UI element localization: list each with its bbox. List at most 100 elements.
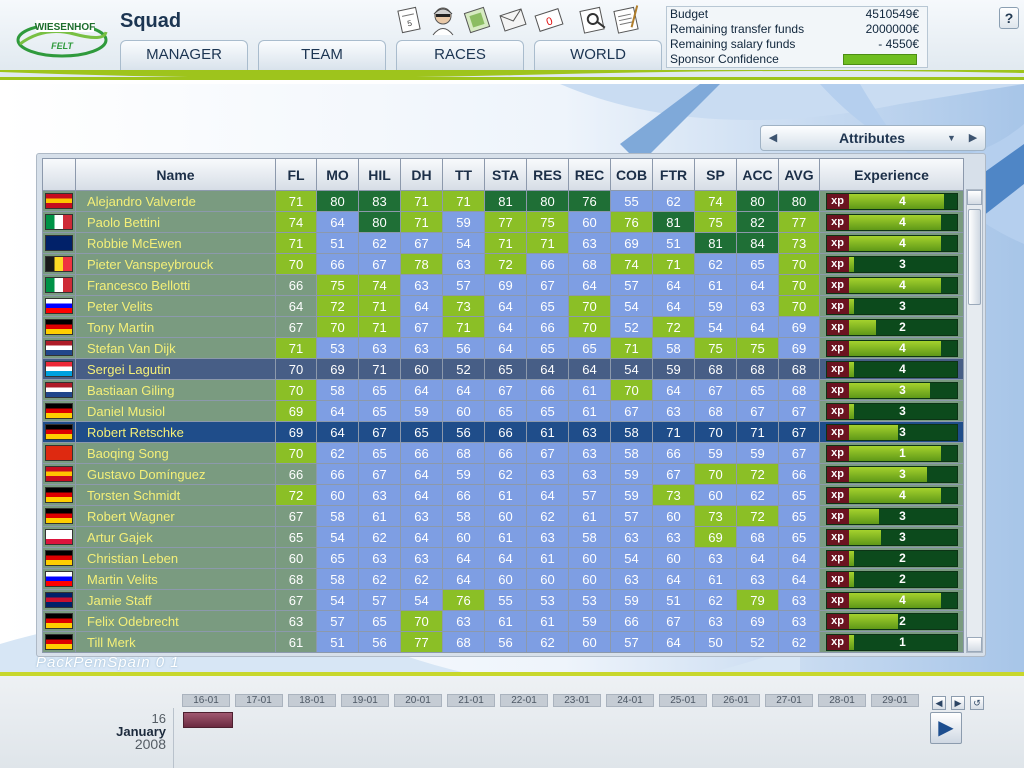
timeline-date[interactable]: 25-01 bbox=[659, 694, 707, 707]
table-row[interactable]: Tony Martin 67 70 71 67 71 64 66 70 52 72 54 64 69 xp 2 bbox=[43, 317, 963, 337]
rider-icon[interactable] bbox=[428, 4, 458, 36]
rider-name[interactable]: Tony Martin bbox=[76, 317, 275, 337]
table-row[interactable]: Jamie Staff 67 54 57 54 76 55 53 53 59 51 62 79 63 xp 4 bbox=[43, 590, 963, 610]
next-day-button[interactable]: ▶ bbox=[930, 712, 962, 744]
rider-name[interactable]: Sergei Lagutin bbox=[76, 359, 275, 379]
rider-name[interactable]: Paolo Bettini bbox=[76, 212, 275, 232]
nav-world-button[interactable]: WORLD bbox=[534, 40, 662, 70]
timeline-track[interactable] bbox=[173, 708, 925, 768]
table-scrollbar[interactable] bbox=[966, 189, 983, 653]
table-row[interactable]: Bastiaan Giling 70 58 65 64 64 67 66 61 70 64 67 65 6… bbox=[43, 380, 963, 400]
column-header-res[interactable]: RES bbox=[527, 159, 568, 190]
nav-races-button[interactable]: RACES bbox=[396, 40, 524, 70]
scroll-up-button[interactable] bbox=[967, 190, 982, 205]
rider-name[interactable]: Daniel Musiol bbox=[76, 401, 275, 421]
notes-icon[interactable] bbox=[612, 4, 642, 36]
attributes-next-icon[interactable]: ▶ bbox=[968, 132, 978, 144]
column-header-fl[interactable]: FL bbox=[276, 159, 316, 190]
rider-name[interactable]: Artur Gajek bbox=[76, 527, 275, 547]
timeline-date[interactable]: 17-01 bbox=[235, 694, 283, 707]
rider-name[interactable]: Bastiaan Giling bbox=[76, 380, 275, 400]
rider-name[interactable]: Alejandro Valverde bbox=[76, 191, 275, 211]
timeline-date[interactable]: 29-01 bbox=[871, 694, 919, 707]
table-row[interactable]: Stefan Van Dijk 71 53 63 63 56 64 65 65 71 58 75 75 6… bbox=[43, 338, 963, 358]
column-header-flag[interactable] bbox=[43, 159, 75, 190]
rider-name[interactable]: Francesco Bellotti bbox=[76, 275, 275, 295]
table-row[interactable]: Gustavo Domínguez 66 66 67 64 59 62 63 63 59 67 70 7… bbox=[43, 464, 963, 484]
column-header-acc[interactable]: ACC bbox=[737, 159, 778, 190]
table-row[interactable]: Baoqing Song 70 62 65 66 68 66 67 63 58 66 59 59 67 xp… bbox=[43, 443, 963, 463]
timeline-event-marker[interactable] bbox=[183, 712, 233, 728]
table-row[interactable]: Sergei Lagutin 70 69 71 60 52 65 64 64 54 59 68 68 68… bbox=[43, 359, 963, 379]
timeline-date[interactable]: 26-01 bbox=[712, 694, 760, 707]
rider-name[interactable]: Christian Leben bbox=[76, 548, 275, 568]
timeline-date[interactable]: 21-01 bbox=[447, 694, 495, 707]
table-row[interactable]: Robert Retschke 69 64 67 65 56 66 61 63 58 71 70 71 6… bbox=[43, 422, 963, 442]
table-row[interactable]: Pieter Vanspeybrouck 70 66 67 78 63 72 66 68 74 71… bbox=[43, 254, 963, 274]
search-icon[interactable] bbox=[578, 4, 608, 36]
table-row[interactable]: Paolo Bettini 74 64 80 71 59 77 75 60 76 81 75 82 77 x… bbox=[43, 212, 963, 232]
attributes-prev-icon[interactable]: ◀ bbox=[768, 132, 778, 144]
timeline-date[interactable]: 20-01 bbox=[394, 694, 442, 707]
timeline-date[interactable]: 28-01 bbox=[818, 694, 866, 707]
timeline-date[interactable]: 18-01 bbox=[288, 694, 336, 707]
column-header-sta[interactable]: STA bbox=[485, 159, 526, 190]
column-header-name[interactable]: Name bbox=[76, 159, 275, 190]
contracts-icon[interactable] bbox=[462, 4, 492, 36]
rider-name[interactable]: Gustavo Domínguez bbox=[76, 464, 275, 484]
rider-name[interactable]: Stefan Van Dijk bbox=[76, 338, 275, 358]
table-row[interactable]: Till Merk 61 51 56 77 68 56 62 60 57 64 50 52 62 xp 1 bbox=[43, 632, 963, 652]
chevron-down-icon[interactable]: ▼ bbox=[947, 133, 956, 143]
rider-name[interactable]: Jamie Staff bbox=[76, 590, 275, 610]
rider-name[interactable]: Martin Velits bbox=[76, 569, 275, 589]
rider-name[interactable]: Pieter Vanspeybrouck bbox=[76, 254, 275, 274]
column-header-rec[interactable]: REC bbox=[569, 159, 610, 190]
attributes-selector[interactable]: ◀ Attributes ▼ ▶ bbox=[760, 125, 986, 151]
timeline-date[interactable]: 23-01 bbox=[553, 694, 601, 707]
timeline-forward-icon[interactable]: ▶ bbox=[951, 696, 965, 710]
table-row[interactable]: Artur Gajek 65 54 62 64 60 61 63 58 63 63 69 68 65 xp 3 bbox=[43, 527, 963, 547]
timeline-date[interactable]: 19-01 bbox=[341, 694, 389, 707]
column-header-tt[interactable]: TT bbox=[443, 159, 484, 190]
rider-name[interactable]: Robbie McEwen bbox=[76, 233, 275, 253]
scrollbar-thumb[interactable] bbox=[968, 209, 981, 305]
table-row[interactable]: Alejandro Valverde 71 80 83 71 71 81 80 76 55 62 74… bbox=[43, 191, 963, 211]
rider-name[interactable]: Till Merk bbox=[76, 632, 275, 652]
help-button[interactable]: ? bbox=[999, 7, 1019, 29]
table-row[interactable]: Daniel Musiol 69 64 65 59 60 65 65 61 67 63 68 67 67 x… bbox=[43, 401, 963, 421]
scroll-down-button[interactable] bbox=[967, 637, 982, 652]
column-header-mo[interactable]: MO bbox=[317, 159, 358, 190]
column-header-sp[interactable]: SP bbox=[695, 159, 736, 190]
nav-team-button[interactable]: TEAM bbox=[258, 40, 386, 70]
timeline-date[interactable]: 27-01 bbox=[765, 694, 813, 707]
column-header-cob[interactable]: COB bbox=[611, 159, 652, 190]
rider-name[interactable]: Torsten Schmidt bbox=[76, 485, 275, 505]
table-row[interactable]: Martin Velits 68 58 62 62 64 60 60 60 63 64 61 63 64 x… bbox=[43, 569, 963, 589]
messages-icon[interactable]: 0 bbox=[534, 4, 564, 36]
timeline-date[interactable]: 24-01 bbox=[606, 694, 654, 707]
table-row[interactable]: Felix Odebrecht 63 57 65 70 63 61 61 59 66 67 63 69 6… bbox=[43, 611, 963, 631]
timeline-date[interactable]: 22-01 bbox=[500, 694, 548, 707]
column-header-ftr[interactable]: FTR bbox=[653, 159, 694, 190]
rider-name[interactable]: Peter Velits bbox=[76, 296, 275, 316]
timeline-refresh-icon[interactable]: ↺ bbox=[970, 696, 984, 710]
calendar-icon[interactable]: 5 bbox=[394, 4, 424, 36]
table-row[interactable]: Robert Wagner 67 58 61 63 58 60 62 61 57 60 73 72 65 x… bbox=[43, 506, 963, 526]
table-row[interactable]: Christian Leben 60 65 63 63 64 64 61 60 54 60 63 64 6… bbox=[43, 548, 963, 568]
nav-manager-button[interactable]: MANAGER bbox=[120, 40, 248, 70]
rider-name[interactable]: Robert Wagner bbox=[76, 506, 275, 526]
rider-name[interactable]: Robert Retschke bbox=[76, 422, 275, 442]
column-header-dh[interactable]: DH bbox=[401, 159, 442, 190]
rider-name[interactable]: Felix Odebrecht bbox=[76, 611, 275, 631]
table-row[interactable]: Robbie McEwen 71 51 62 67 54 71 71 63 69 51 81 84 73 x… bbox=[43, 233, 963, 253]
column-header-hil[interactable]: HIL bbox=[359, 159, 400, 190]
timeline-back-icon[interactable]: ◀ bbox=[932, 696, 946, 710]
column-header-experience[interactable]: Experience bbox=[820, 159, 963, 190]
table-row[interactable]: Peter Velits 64 72 71 64 73 64 65 70 54 64 59 63 70 xp… bbox=[43, 296, 963, 316]
table-row[interactable]: Francesco Bellotti 66 75 74 63 57 69 67 64 57 64 61… bbox=[43, 275, 963, 295]
timeline-date[interactable]: 16-01 bbox=[182, 694, 230, 707]
column-header-avg[interactable]: AVG bbox=[779, 159, 819, 190]
mail-icon[interactable] bbox=[498, 4, 528, 36]
rider-name[interactable]: Baoqing Song bbox=[76, 443, 275, 463]
table-row[interactable]: Torsten Schmidt 72 60 63 64 66 61 64 57 59 73 60 62 6… bbox=[43, 485, 963, 505]
